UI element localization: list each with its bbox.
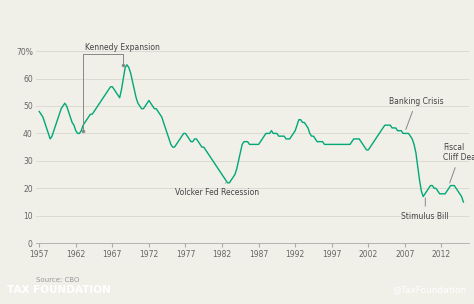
Text: Banking Crisis: Banking Crisis <box>389 97 444 130</box>
Text: Stimulus Bill: Stimulus Bill <box>401 198 449 221</box>
Text: Kennedy Expansion: Kennedy Expansion <box>84 43 159 53</box>
Text: Fiscal
Cliff Deal: Fiscal Cliff Deal <box>443 143 474 183</box>
Text: Source: CBO: Source: CBO <box>36 277 79 283</box>
Text: TAX FOUNDATION: TAX FOUNDATION <box>7 285 111 295</box>
Text: Volcker Fed Recession: Volcker Fed Recession <box>174 183 259 197</box>
Text: @TaxFoundation: @TaxFoundation <box>392 285 467 294</box>
